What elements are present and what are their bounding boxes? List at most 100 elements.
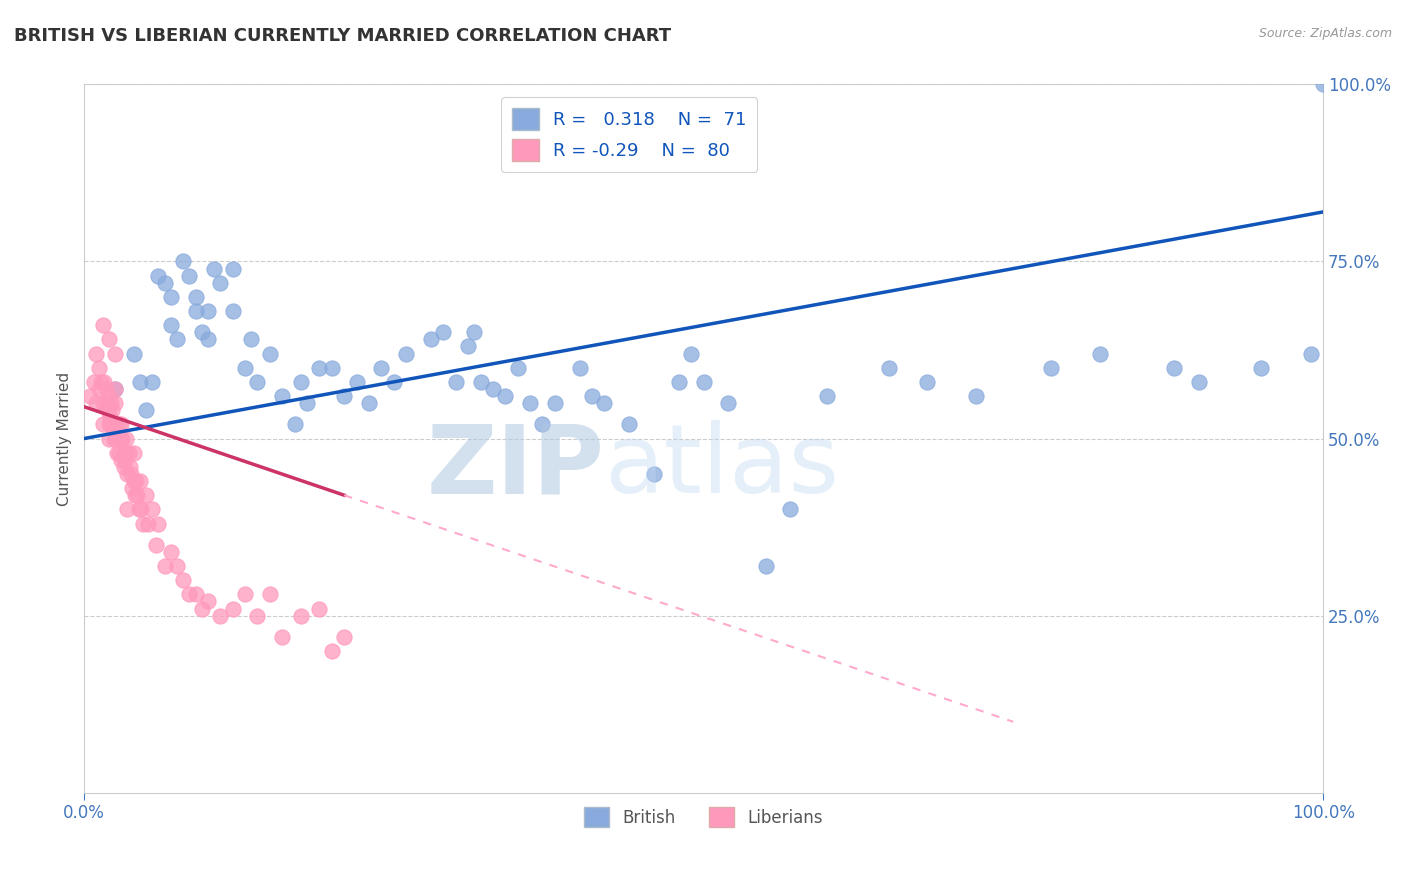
Point bbox=[97, 417, 120, 432]
Point bbox=[643, 467, 665, 481]
Point bbox=[1250, 360, 1272, 375]
Point bbox=[86, 346, 108, 360]
Point bbox=[148, 268, 170, 283]
Point bbox=[568, 360, 591, 375]
Point bbox=[271, 630, 294, 644]
Point bbox=[96, 403, 118, 417]
Point bbox=[915, 375, 938, 389]
Point bbox=[148, 516, 170, 531]
Point bbox=[221, 304, 243, 318]
Point bbox=[197, 594, 219, 608]
Point bbox=[96, 382, 118, 396]
Point bbox=[197, 332, 219, 346]
Point bbox=[779, 502, 801, 516]
Point bbox=[112, 446, 135, 460]
Point bbox=[112, 459, 135, 474]
Point bbox=[221, 261, 243, 276]
Point bbox=[420, 332, 443, 346]
Point bbox=[104, 346, 127, 360]
Point bbox=[104, 396, 127, 410]
Point bbox=[145, 538, 167, 552]
Point bbox=[382, 375, 405, 389]
Point bbox=[90, 375, 112, 389]
Point bbox=[1163, 360, 1185, 375]
Point bbox=[108, 432, 131, 446]
Point bbox=[166, 559, 188, 574]
Point bbox=[259, 346, 281, 360]
Point bbox=[110, 452, 132, 467]
Point bbox=[482, 382, 505, 396]
Point bbox=[124, 488, 146, 502]
Point bbox=[107, 417, 129, 432]
Point bbox=[308, 601, 330, 615]
Point bbox=[271, 389, 294, 403]
Point bbox=[135, 488, 157, 502]
Point bbox=[110, 417, 132, 432]
Point bbox=[209, 276, 232, 290]
Point bbox=[110, 432, 132, 446]
Point bbox=[122, 446, 145, 460]
Point bbox=[105, 432, 128, 446]
Point bbox=[179, 268, 201, 283]
Point bbox=[531, 417, 554, 432]
Text: atlas: atlas bbox=[605, 420, 839, 514]
Point bbox=[127, 488, 149, 502]
Point bbox=[581, 389, 603, 403]
Point bbox=[346, 375, 368, 389]
Point bbox=[91, 318, 114, 333]
Point bbox=[122, 346, 145, 360]
Point bbox=[470, 375, 492, 389]
Point bbox=[619, 417, 641, 432]
Point bbox=[692, 375, 714, 389]
Point bbox=[128, 474, 150, 488]
Legend: British, Liberians: British, Liberians bbox=[578, 800, 830, 834]
Point bbox=[87, 360, 110, 375]
Point bbox=[879, 360, 901, 375]
Point bbox=[457, 339, 479, 353]
Point bbox=[233, 587, 256, 601]
Point bbox=[103, 432, 125, 446]
Point bbox=[121, 481, 143, 495]
Point bbox=[96, 396, 118, 410]
Point bbox=[321, 644, 343, 658]
Point bbox=[141, 502, 163, 516]
Point bbox=[519, 396, 541, 410]
Point bbox=[117, 502, 139, 516]
Point bbox=[357, 396, 380, 410]
Point bbox=[138, 516, 160, 531]
Point bbox=[284, 417, 307, 432]
Point bbox=[141, 375, 163, 389]
Point bbox=[333, 630, 356, 644]
Point bbox=[233, 360, 256, 375]
Point bbox=[290, 375, 312, 389]
Point bbox=[91, 396, 114, 410]
Point bbox=[98, 410, 121, 425]
Point bbox=[117, 446, 139, 460]
Point bbox=[395, 346, 418, 360]
Point bbox=[1312, 78, 1334, 92]
Point bbox=[197, 304, 219, 318]
Point bbox=[111, 432, 134, 446]
Point bbox=[104, 382, 127, 396]
Point bbox=[668, 375, 690, 389]
Point bbox=[817, 389, 839, 403]
Point bbox=[159, 290, 181, 304]
Point bbox=[1039, 360, 1062, 375]
Point bbox=[159, 318, 181, 333]
Text: BRITISH VS LIBERIAN CURRENTLY MARRIED CORRELATION CHART: BRITISH VS LIBERIAN CURRENTLY MARRIED CO… bbox=[14, 27, 671, 45]
Point bbox=[544, 396, 567, 410]
Point bbox=[79, 389, 101, 403]
Text: ZIP: ZIP bbox=[426, 420, 605, 514]
Point bbox=[132, 516, 155, 531]
Point bbox=[104, 417, 127, 432]
Point bbox=[117, 446, 139, 460]
Point bbox=[444, 375, 467, 389]
Point bbox=[184, 587, 207, 601]
Point bbox=[100, 417, 122, 432]
Point bbox=[1088, 346, 1111, 360]
Point bbox=[129, 502, 152, 516]
Point bbox=[101, 417, 124, 432]
Point bbox=[209, 608, 232, 623]
Point bbox=[107, 446, 129, 460]
Point bbox=[122, 474, 145, 488]
